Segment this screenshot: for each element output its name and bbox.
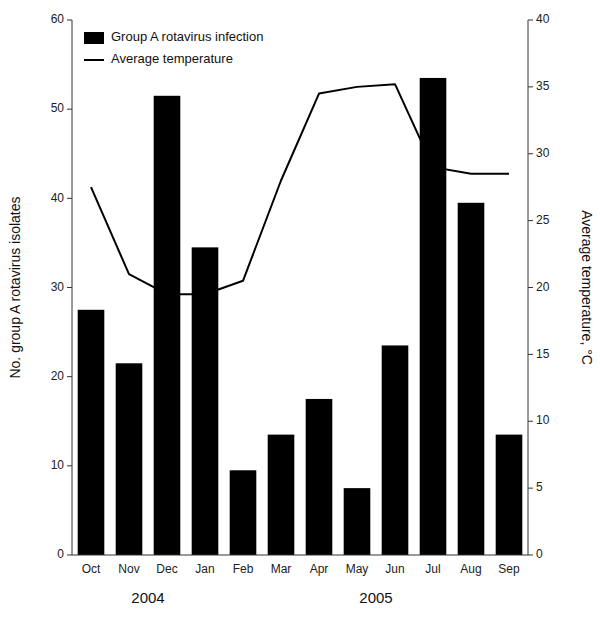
y2-tick xyxy=(528,20,533,21)
y2-tick-label: 10 xyxy=(536,413,550,427)
x-tick-label: Dec xyxy=(156,562,177,576)
y2-tick xyxy=(528,287,533,288)
legend-label: Average temperature xyxy=(111,51,233,66)
y-tick-label: 50 xyxy=(51,101,65,115)
y2-tick xyxy=(528,488,533,489)
x-tick-label: Jan xyxy=(195,562,214,576)
y2-axis-label: Average temperature, °C xyxy=(579,210,595,365)
y2-tick xyxy=(528,555,533,556)
y2-tick-label: 40 xyxy=(536,12,550,26)
y2-tick-label: 0 xyxy=(536,547,543,561)
bar xyxy=(496,435,523,555)
y2-tick-label: 30 xyxy=(536,146,550,160)
x-tick-label: Apr xyxy=(310,562,329,576)
legend-label: Group A rotavirus infection xyxy=(111,29,263,44)
y2-tick-label: 25 xyxy=(536,213,550,227)
legend: Group A rotavirus infection Average tempe… xyxy=(84,29,263,66)
x-axis-line xyxy=(72,555,528,556)
y-tick xyxy=(67,376,72,377)
y-tick-label: 30 xyxy=(51,280,65,294)
y-tick xyxy=(67,20,72,21)
bar xyxy=(268,435,295,555)
x-tick-label: Feb xyxy=(233,562,254,576)
bar xyxy=(382,345,409,555)
x-tick-label: May xyxy=(346,562,369,576)
y2-tick xyxy=(528,153,533,154)
bar xyxy=(78,310,105,555)
y-tick xyxy=(67,109,72,110)
y-tick xyxy=(67,555,72,556)
x-tick-label: Jun xyxy=(385,562,404,576)
bar xyxy=(458,203,485,555)
x-tick-label: Aug xyxy=(460,562,481,576)
y-tick-label: 10 xyxy=(51,458,65,472)
y2-tick xyxy=(528,354,533,355)
bar xyxy=(154,96,181,555)
annotation: 2004 xyxy=(131,589,164,606)
bar xyxy=(116,363,143,555)
y-tick-label: 60 xyxy=(51,12,65,26)
bar xyxy=(306,399,333,555)
y2-tick-label: 5 xyxy=(536,480,543,494)
x-tick-label: Mar xyxy=(271,562,292,576)
y2-tick xyxy=(528,421,533,422)
legend-swatch xyxy=(84,59,104,61)
annotation: 2005 xyxy=(359,589,392,606)
y-tick xyxy=(67,287,72,288)
y-tick-label: 20 xyxy=(51,369,65,383)
y2-tick-label: 20 xyxy=(536,280,550,294)
chart: 0 10 20 30 40 50 60 0 5 10 15 20 25 30 35 40 Oct Nov Dec Ja… xyxy=(0,0,600,629)
legend-swatch xyxy=(84,32,104,44)
x-tick-label: Sep xyxy=(498,562,520,576)
x-tick-label: Jul xyxy=(425,562,440,576)
y2-tick xyxy=(528,86,533,87)
x-tick-label: Oct xyxy=(82,562,101,576)
x-tick-label: Nov xyxy=(118,562,139,576)
y-axis-label: No. group A rotavirus isolates xyxy=(7,196,23,378)
y-tick-label: 0 xyxy=(57,547,64,561)
bar xyxy=(230,470,257,555)
y2-tick-label: 15 xyxy=(536,347,550,361)
bar xyxy=(344,488,371,555)
y2-tick-label: 35 xyxy=(536,79,550,93)
y-tick xyxy=(67,465,72,466)
plot-area xyxy=(78,78,523,555)
bar xyxy=(420,78,447,555)
line xyxy=(91,84,509,294)
y2-tick xyxy=(528,220,533,221)
y-tick xyxy=(67,198,72,199)
y-tick-label: 40 xyxy=(51,191,65,205)
